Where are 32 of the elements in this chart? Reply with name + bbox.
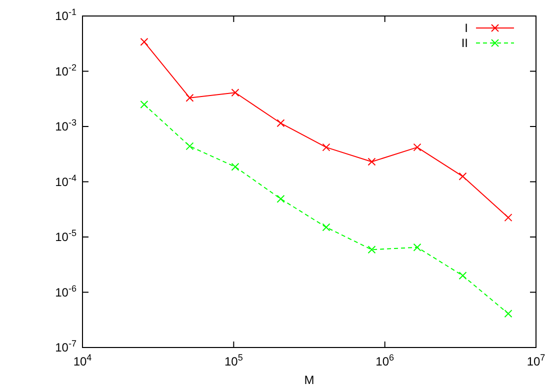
x-tick-label: 10$^{5}$ <box>224 352 243 368</box>
point <box>276 119 285 128</box>
y-tick-label: 10$^{-2}$ <box>55 62 76 78</box>
point <box>368 158 376 166</box>
point <box>231 162 240 171</box>
point <box>186 142 194 150</box>
point <box>458 272 467 280</box>
point <box>504 310 512 318</box>
x-tick-label: 10$^{4}$ <box>73 352 92 368</box>
x-tick-label: 10$^{7}$ <box>526 352 546 368</box>
x-axis-title: M <box>304 373 314 387</box>
point <box>140 38 148 46</box>
legend-label: I <box>464 21 468 35</box>
point <box>368 246 376 254</box>
point <box>322 223 330 232</box>
point <box>231 88 240 97</box>
y-tick-label: 10$^{-4}$ <box>55 172 76 189</box>
point <box>322 143 330 152</box>
point <box>186 94 194 102</box>
y-tick-label: 10$^{-1}$ <box>55 7 76 23</box>
y-tick-label: 10$^{-5}$ <box>55 228 76 244</box>
point <box>413 243 422 252</box>
y-tick-label: 10$^{-3}$ <box>55 118 76 134</box>
point <box>504 214 512 222</box>
y-tick-label: 10$^{-7}$ <box>55 338 76 354</box>
legend-label: II <box>461 36 468 50</box>
point <box>458 172 467 180</box>
point <box>276 194 285 203</box>
point <box>140 100 148 109</box>
x-tick-label: 10$^{6}$ <box>376 352 394 368</box>
point <box>413 143 422 152</box>
y-tick-label: 10$^{-6}$ <box>55 283 76 300</box>
